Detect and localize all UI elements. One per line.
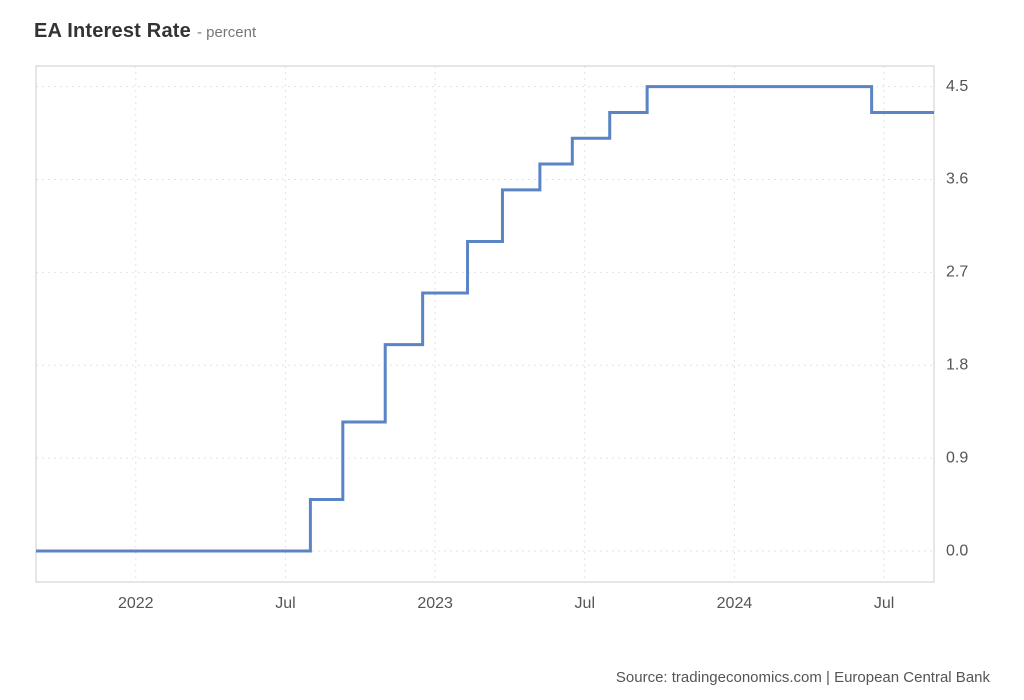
y-axis-label: 0.0 [946, 542, 968, 559]
y-axis-label: 3.6 [946, 171, 968, 188]
y-axis-label: 0.9 [946, 449, 968, 466]
chart-container: EA Interest Rate - percent 0.0 0.9 1.8 2.7 3… [0, 0, 1024, 700]
chart-subtitle: - percent [197, 24, 256, 41]
chart-plot: 0.0 0.9 1.8 2.7 3.6 4.5 2022 Jul 2023 Jul 2024 Jul [34, 62, 990, 622]
chart-source: Source: tradingeconomics.com | European … [616, 669, 990, 686]
x-axis-label: 2022 [118, 595, 154, 612]
y-axis-label: 2.7 [946, 264, 968, 281]
chart-svg: 0.0 0.9 1.8 2.7 3.6 4.5 2022 Jul 2023 Jul 2024 Jul [34, 62, 990, 622]
x-axis-label: Jul [575, 595, 595, 612]
chart-title: EA Interest Rate [34, 20, 191, 42]
x-axis-label: Jul [874, 595, 894, 612]
x-axis-label: 2023 [417, 595, 453, 612]
y-axis-label: 4.5 [946, 78, 968, 95]
chart-title-row: EA Interest Rate - percent [34, 20, 256, 43]
y-axis-label: 1.8 [946, 356, 968, 373]
x-axis-label: 2024 [717, 595, 753, 612]
x-axis-label: Jul [275, 595, 295, 612]
